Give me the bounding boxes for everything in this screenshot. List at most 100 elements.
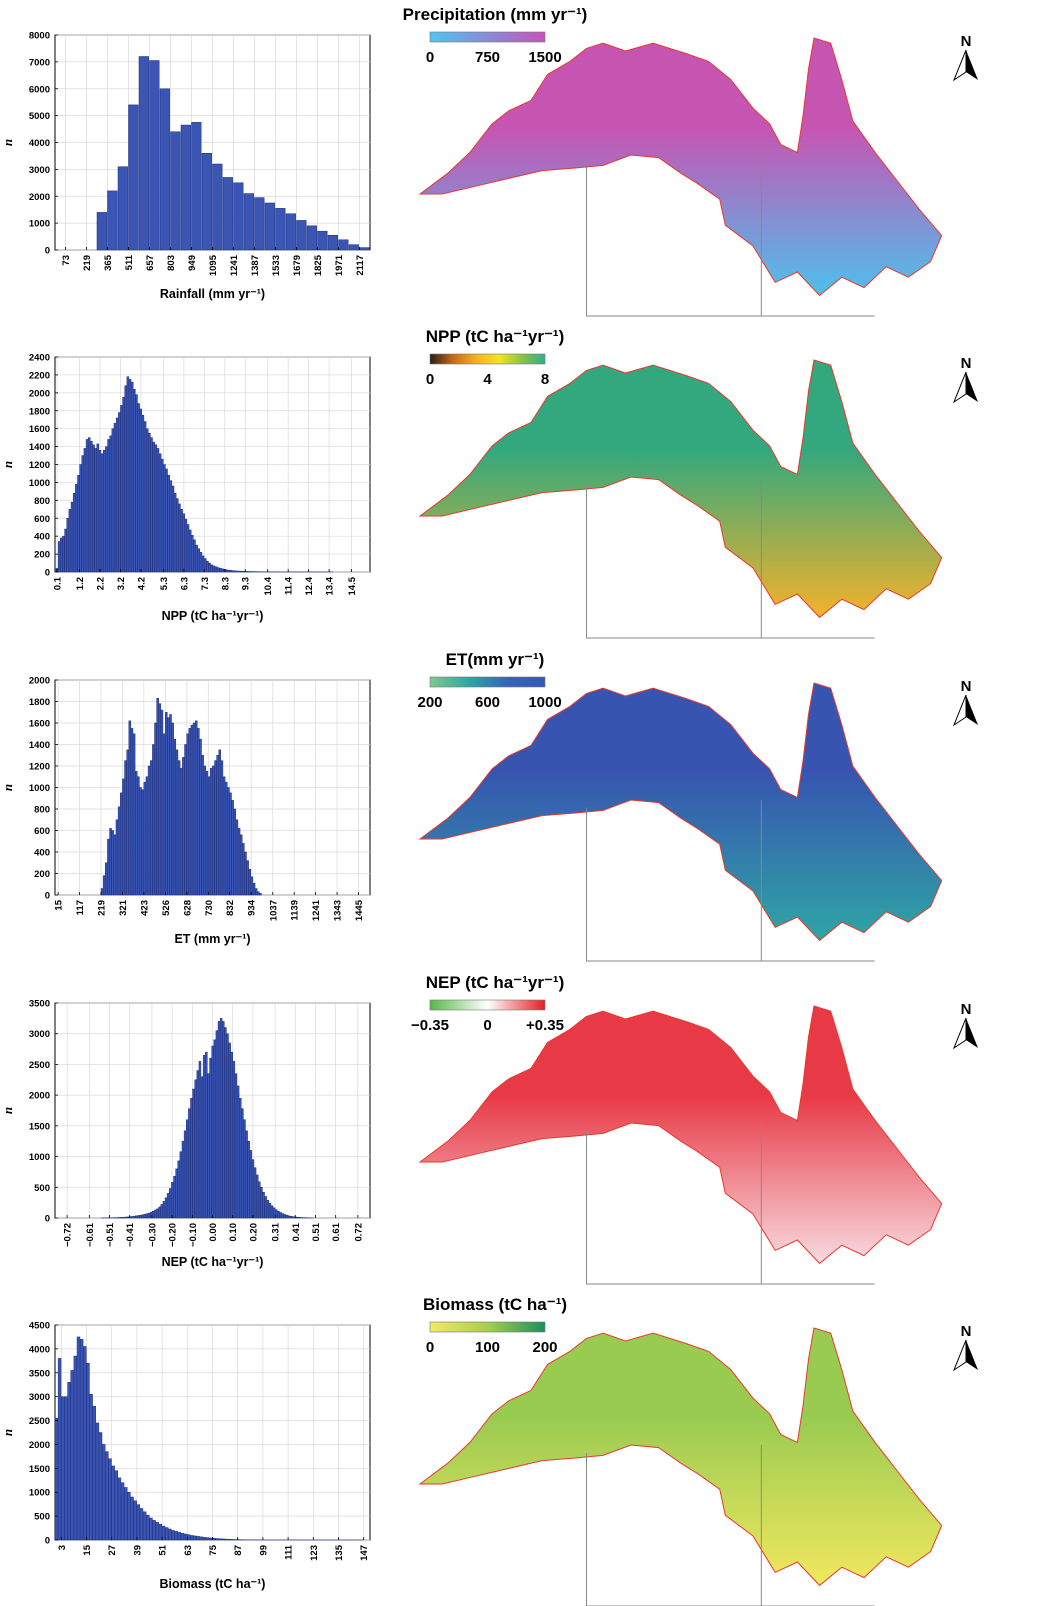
- x-tick-label: 8.3: [220, 577, 231, 590]
- y-tick-label: 8000: [29, 31, 50, 42]
- bar: [210, 564, 213, 573]
- bar: [219, 1018, 223, 1219]
- bar: [183, 1130, 187, 1219]
- bar: [122, 778, 125, 896]
- bar: [160, 1204, 164, 1219]
- bar: [197, 728, 200, 896]
- y-tick-label: 3000: [29, 1029, 50, 1040]
- x-tick-label: −0.72: [63, 1223, 74, 1247]
- bar: [135, 771, 138, 896]
- x-tick-label: 2117: [355, 255, 366, 276]
- north-label: N: [961, 1001, 972, 1018]
- bar: [196, 1536, 200, 1541]
- bar: [246, 860, 249, 896]
- bar: [205, 1537, 210, 1541]
- bar: [107, 838, 110, 896]
- x-tick-label: 1387: [250, 255, 261, 276]
- y-tick-label: 1400: [29, 740, 50, 751]
- bar: [154, 444, 158, 573]
- y-tick-label: 3000: [29, 1392, 50, 1403]
- bar: [182, 513, 185, 573]
- y-tick-label: 500: [34, 1512, 50, 1523]
- x-tick-label: 423: [139, 900, 150, 916]
- x-tick-label: 111: [284, 1544, 295, 1560]
- bar: [236, 570, 239, 573]
- bar: [245, 1130, 248, 1219]
- bar: [171, 485, 175, 573]
- x-tick-label: 0.61: [331, 1222, 342, 1241]
- bar: [143, 421, 147, 573]
- bar: [105, 1451, 109, 1541]
- x-tick-label: 15: [54, 899, 65, 910]
- x-tick-label: 730: [204, 900, 215, 916]
- x-tick-label: 4.2: [136, 577, 147, 590]
- colorbar-tick-label: 0: [426, 371, 434, 388]
- bar: [194, 720, 198, 896]
- y-tick-label: 1800: [29, 406, 50, 417]
- bar: [243, 1119, 246, 1219]
- bar: [283, 1214, 286, 1219]
- bar: [239, 1097, 242, 1219]
- bar: [177, 1532, 182, 1541]
- bar: [169, 1188, 172, 1219]
- y-tick-label: 1600: [29, 719, 50, 730]
- bar: [62, 535, 65, 573]
- bar: [264, 202, 275, 251]
- bar: [152, 441, 155, 573]
- bar: [243, 193, 254, 251]
- bar: [207, 776, 211, 896]
- bar: [224, 1027, 227, 1219]
- bar: [152, 1210, 155, 1219]
- bar: [348, 244, 359, 251]
- y-tick-label: 0: [45, 568, 50, 579]
- bar: [150, 437, 153, 573]
- bar: [115, 819, 119, 896]
- bar: [161, 1525, 166, 1541]
- y-tick-label: 0: [45, 1536, 50, 1547]
- bar: [183, 1533, 188, 1541]
- bar: [127, 1491, 131, 1541]
- x-tick-label: 0.31: [271, 1222, 282, 1241]
- bar: [229, 792, 232, 896]
- bar: [212, 163, 223, 251]
- bar: [244, 851, 247, 896]
- x-tick-label: 1.2: [75, 577, 86, 590]
- bar: [279, 1212, 282, 1219]
- bar: [179, 767, 183, 896]
- bar: [128, 720, 132, 896]
- bar: [175, 1168, 178, 1219]
- x-tick-label: 2.2: [96, 577, 107, 590]
- x-tick-label: 219: [82, 255, 93, 271]
- bar: [120, 1482, 125, 1541]
- x-tick-label: −0.30: [147, 1223, 158, 1247]
- bar: [166, 1193, 170, 1219]
- bar: [198, 1061, 202, 1219]
- bar: [158, 1206, 161, 1219]
- bar: [186, 524, 190, 573]
- x-tick-label: 832: [225, 900, 236, 916]
- bar: [120, 792, 123, 896]
- bar: [156, 1208, 159, 1219]
- bar: [171, 1530, 175, 1541]
- bar: [217, 1021, 221, 1219]
- bar: [126, 376, 130, 573]
- bar: [133, 1500, 137, 1541]
- bar: [231, 570, 235, 573]
- map-frame: [586, 1452, 875, 1606]
- y-tick-label: 3500: [29, 1368, 50, 1379]
- bar: [156, 698, 159, 896]
- y-tick-label: 1400: [29, 442, 50, 453]
- bar: [240, 570, 243, 573]
- bar: [247, 1140, 250, 1219]
- bar: [287, 1215, 291, 1219]
- bar: [118, 412, 121, 573]
- bar: [216, 755, 219, 896]
- x-tick-label: 147: [359, 1545, 370, 1561]
- bar: [165, 1527, 169, 1541]
- bar: [242, 571, 246, 573]
- colorbar: 0 100 200: [426, 1321, 558, 1356]
- bar: [177, 1160, 180, 1219]
- bar: [165, 468, 168, 573]
- colorbar-gradient: [429, 31, 546, 43]
- map-title: Biomass (tC ha⁻¹): [423, 1295, 567, 1314]
